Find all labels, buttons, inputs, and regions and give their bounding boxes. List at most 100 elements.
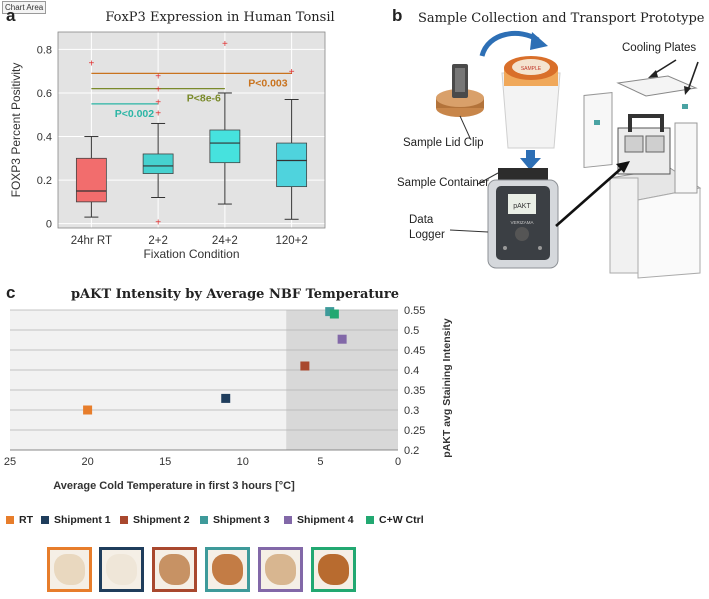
panel-a-boxplot: 00.20.40.60.8P<0.002P<8e-6P<0.003+++++++…: [9, 31, 326, 260]
panel-c-scatter: 0.55 0.5 0.45 0.4 0.35 0.3 0.25 0.2 25 20 15 10 5 0 Av…: [4, 305, 453, 492]
x-tick-label: 2+2: [148, 235, 168, 247]
outlier-marker: +: [155, 109, 161, 120]
curved-arrow-head: [530, 32, 548, 50]
data-point-c-w-ctrl: [329, 309, 339, 319]
significance-label: P<0.003: [248, 77, 288, 89]
data-point-shipment-1: [221, 393, 231, 403]
stain-thumbnail: [205, 547, 250, 592]
data-point-shipment-4: [337, 334, 347, 344]
outlier-marker: +: [155, 85, 161, 96]
y-axis-title: pAKT avg Staining Intensity: [441, 318, 453, 458]
stain-tissue: [212, 554, 243, 585]
legend-item: Shipment 2: [120, 514, 190, 526]
legend-item: Shipment 3: [200, 514, 270, 526]
x-tick-label: 0: [395, 456, 401, 468]
stain-thumbnail: [99, 547, 144, 592]
legend-label: RT: [19, 514, 33, 526]
label-data-logger-line2: Logger: [409, 229, 445, 241]
legend-item: C+W Ctrl: [366, 514, 424, 526]
x-tick-label: 25: [4, 456, 16, 468]
outlier-marker: +: [222, 39, 228, 50]
y-tick-label: 0.25: [404, 425, 425, 437]
data-point-rt: [83, 405, 93, 415]
y-tick-label: 0.4: [37, 132, 52, 144]
outlier-marker: +: [88, 58, 94, 69]
stain-thumbnail: [311, 547, 356, 592]
y-tick-label: 0.2: [404, 445, 419, 457]
stain-thumbnail: [152, 547, 197, 592]
curved-arrow: [479, 30, 540, 57]
x-tick-label: 5: [317, 456, 323, 468]
legend-item: Shipment 4: [284, 514, 354, 526]
panel-a-letter: a: [6, 6, 16, 25]
legend-label: Shipment 1: [54, 514, 111, 526]
chart-area-tag: Chart Area: [2, 1, 47, 14]
stain-tissue: [318, 554, 349, 585]
legend-swatch: [41, 516, 49, 524]
legend-label: C+W Ctrl: [379, 514, 424, 526]
x-tick-label: 15: [159, 456, 171, 468]
panel-b-letter: b: [392, 6, 403, 25]
sample-lid-clip: [436, 64, 484, 117]
legend-swatch: [6, 516, 14, 524]
y-tick-label: 0.8: [37, 44, 52, 56]
x-tick-label: 24hr RT: [71, 235, 112, 247]
significance-label: P<0.002: [115, 108, 155, 120]
data-point-shipment-2: [300, 361, 310, 371]
stain-tissue: [106, 554, 137, 585]
legend-swatch: [366, 516, 374, 524]
stain-tissue: [159, 554, 190, 585]
panel-c-letter: c: [6, 283, 16, 302]
legend-swatch: [120, 516, 128, 524]
box-2+2: [142, 153, 174, 174]
label-data-logger-line1: Data: [409, 214, 434, 226]
stain-thumbnail: [47, 547, 92, 592]
panel-c-title: pAKT Intensity by Average NBF Temperatur…: [70, 287, 400, 302]
cooling-plate: [616, 75, 698, 97]
data-point-shipment-3: [325, 307, 335, 317]
outlier-marker: +: [289, 67, 295, 78]
x-axis-title: Average Cold Temperature in first 3 hour…: [53, 480, 295, 492]
sample-container-cup: SAMPLE: [501, 56, 561, 149]
legend-label: Shipment 3: [213, 514, 270, 526]
box-24+2: [209, 129, 241, 164]
legend-item: RT: [6, 514, 33, 526]
legend-item: Shipment 1: [41, 514, 111, 526]
y-tick-label: 0.45: [404, 345, 425, 357]
box-24hr RT: [75, 157, 107, 203]
legend-label: Shipment 2: [133, 514, 190, 526]
y-tick-label: 0.2: [37, 175, 52, 187]
stain-tissue: [265, 554, 296, 585]
stain-thumbnail: [258, 547, 303, 592]
y-tick-label: 0: [46, 219, 52, 231]
x-tick-label: 10: [237, 456, 249, 468]
transport-prototype-illustration: SAMPLE pAKT VERIZAMA: [436, 30, 702, 279]
y-tick-label: 0.6: [37, 88, 52, 100]
stain-tissue: [54, 554, 85, 585]
y-tick-label: 0.55: [404, 305, 425, 317]
panel-b-title: Sample Collection and Transport Prototyp…: [418, 11, 705, 26]
svg-text:SAMPLE: SAMPLE: [521, 66, 542, 72]
outlier-marker: +: [155, 98, 161, 109]
x-axis-title: Fixation Condition: [143, 247, 239, 260]
plot-frame: [57, 31, 326, 229]
outlier-marker: +: [155, 72, 161, 83]
y-tick-label: 0.4: [404, 365, 419, 377]
data-logger-device: pAKT VERIZAMA: [487, 168, 559, 269]
y-tick-label: 0.3: [404, 405, 419, 417]
box-120+2: [276, 142, 308, 188]
shaded-region: [286, 310, 398, 450]
y-tick-label: 0.5: [404, 325, 419, 337]
panel-a-title: FoxP3 Expression in Human Tonsil: [105, 10, 335, 25]
svg-text:pAKT: pAKT: [513, 203, 531, 210]
legend-swatch: [200, 516, 208, 524]
x-tick-label: 120+2: [275, 235, 307, 247]
x-tick-label: 24+2: [212, 235, 238, 247]
x-tick-label: 20: [81, 456, 93, 468]
legend-label: Shipment 4: [297, 514, 354, 526]
down-arrow: [520, 158, 541, 170]
legend-swatch: [284, 516, 292, 524]
y-axis-title: FOXP3 Percent Positivity: [9, 63, 23, 198]
outlier-marker: +: [155, 217, 161, 228]
significance-label: P<8e-6: [187, 93, 221, 105]
